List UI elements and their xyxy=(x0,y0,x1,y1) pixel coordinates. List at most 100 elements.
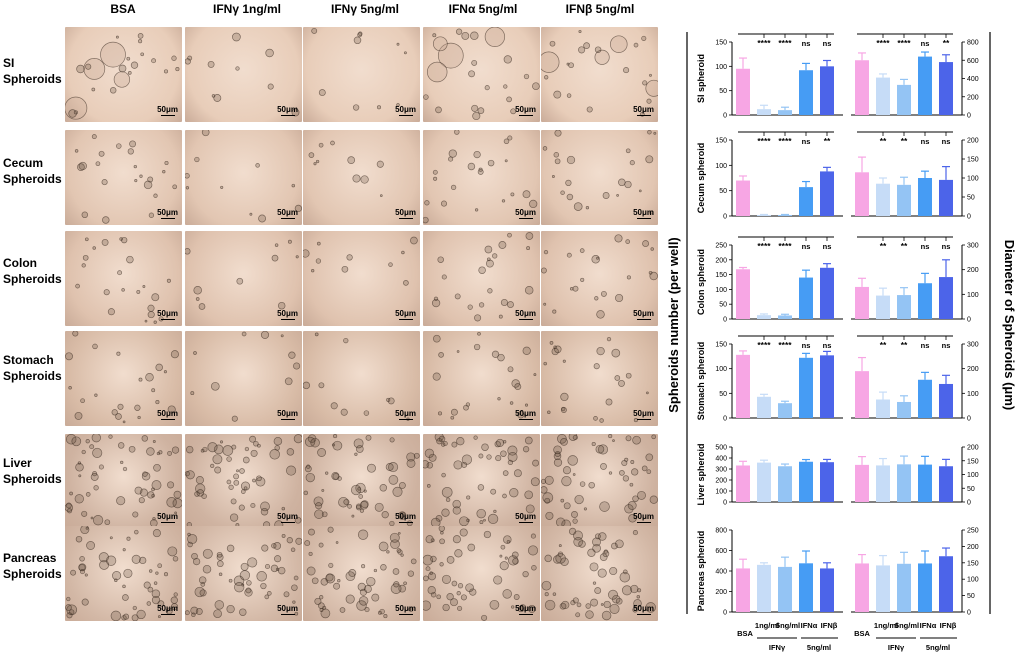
column-header-ifng-1: IFNγ 1ng/ml xyxy=(212,2,281,16)
y-label-number-1: Cecum spheroid xyxy=(696,143,706,214)
scale-bar: 50μm xyxy=(515,208,536,219)
scale-bar-line xyxy=(160,522,175,523)
scale-bar-line xyxy=(518,522,533,523)
sig-label-number-1-2: **** xyxy=(778,136,792,146)
sig-label-number-0-1: **** xyxy=(757,38,771,48)
bar-diameter-4-2 xyxy=(897,464,911,502)
bar-number-2-3 xyxy=(799,277,813,319)
row-header-cecum: Cecum Spheroids xyxy=(3,155,62,187)
spheroid-dots xyxy=(65,434,182,527)
micrograph-pancreas-3: 50μm xyxy=(303,526,420,621)
micrograph-colon-4: 50μm xyxy=(423,231,540,326)
spheroid-dots xyxy=(185,239,299,310)
y-tick-label-number-0-1: 50 xyxy=(719,88,727,95)
y-tick-label-number-5-1: 200 xyxy=(715,589,727,596)
y-tick-label-number-0-2: 100 xyxy=(715,64,727,71)
spheroid-dots xyxy=(543,336,649,423)
row-header-stomach-line1: Stomach xyxy=(3,353,54,367)
micrograph-si-2: 50μm xyxy=(185,27,302,122)
sig-label-diameter-0-4: ** xyxy=(943,38,950,48)
y-tick-label-number-3-0: 0 xyxy=(723,416,727,423)
bar-diameter-0-1 xyxy=(876,77,890,115)
y-tick-label-diameter-0-1: 200 xyxy=(967,94,979,101)
sig-label-diameter-3-3: ns xyxy=(921,341,930,350)
spheroid-dots xyxy=(308,140,384,197)
sig-label-diameter-1-4: ns xyxy=(942,137,951,146)
micrograph-cecum-2: 50μm xyxy=(185,130,302,225)
spheroid-dots xyxy=(541,29,658,117)
scale-bar-line xyxy=(160,614,175,615)
spheroid-dots xyxy=(74,134,178,224)
micrograph-stomach-4: 50μm xyxy=(423,331,540,426)
spheroid-dots xyxy=(65,526,179,621)
y-tick-label-number-2-5: 250 xyxy=(715,243,727,250)
xlabel-left-5ng-group: 5ng/ml xyxy=(807,643,831,652)
scale-bar: 50μm xyxy=(633,409,654,420)
bar-number-2-4 xyxy=(820,267,834,319)
row-header-cecum-line1: Cecum xyxy=(3,156,44,170)
scale-bar: 50μm xyxy=(633,512,654,523)
sig-label-number-2-4: ns xyxy=(823,242,832,251)
y-label-number-0: SI spheroid xyxy=(696,54,706,103)
y-tick-label-number-1-0: 0 xyxy=(723,214,727,221)
y-tick-label-number-3-3: 150 xyxy=(715,342,727,349)
y-tick-label-diameter-4-3: 150 xyxy=(967,458,979,465)
spheroid-dots xyxy=(311,27,407,111)
scale-bar-line xyxy=(280,218,295,219)
row-header-colon-line2: Spheroids xyxy=(3,272,62,286)
bar-diameter-1-3 xyxy=(918,178,932,216)
right-axis-title: Diameter of Spheroids (μm) xyxy=(1002,240,1017,410)
sig-label-number-0-4: ns xyxy=(823,39,832,48)
scale-bar-line xyxy=(160,218,175,219)
micrograph-stomach-2: 50μm xyxy=(185,331,302,426)
y-tick-label-diameter-5-1: 50 xyxy=(967,593,975,600)
sig-label-number-3-3: ns xyxy=(802,341,811,350)
xlabel-left-ifng-group: IFNγ xyxy=(769,643,786,652)
micrograph-pancreas-1: 50μm xyxy=(65,526,182,621)
bar-diameter-1-1 xyxy=(876,183,890,216)
y-tick-label-number-1-3: 150 xyxy=(715,138,727,145)
xlabel-left-1ng: 1ng/ml xyxy=(755,621,779,630)
bar-number-5-2 xyxy=(778,566,792,612)
spheroid-dots xyxy=(303,236,418,286)
sig-label-number-1-4: ** xyxy=(824,136,831,146)
scale-bar-line xyxy=(636,115,651,116)
spheroid-dots xyxy=(185,434,302,529)
column-header-ifna-5: IFNα 5ng/ml xyxy=(448,2,518,16)
bar-number-1-0 xyxy=(736,180,750,216)
spheroid-dots xyxy=(431,232,534,322)
bar-diameter-5-0 xyxy=(855,563,869,612)
row-header-stomach: Stomach Spheroids xyxy=(3,352,62,384)
y-tick-label-number-1-1: 50 xyxy=(719,188,727,195)
y-tick-label-diameter-0-2: 400 xyxy=(967,76,979,83)
bar-diameter-2-1 xyxy=(876,295,890,319)
y-tick-label-diameter-1-4: 200 xyxy=(967,138,979,145)
bar-diameter-5-1 xyxy=(876,565,890,612)
scale-bar: 50μm xyxy=(515,409,536,420)
scale-bar: 50μm xyxy=(277,309,298,320)
micrograph-liver-4: 50μm xyxy=(423,434,540,529)
scale-bar-line xyxy=(398,614,413,615)
bar-diameter-3-2 xyxy=(897,401,911,418)
micrograph-si-1: 50μm xyxy=(65,27,182,122)
bar-number-0-0 xyxy=(736,68,750,115)
bar-diameter-4-0 xyxy=(855,464,869,502)
bar-number-0-2 xyxy=(778,110,792,115)
y-tick-label-number-4-1: 100 xyxy=(715,489,727,496)
xlabel-right-bsa: BSA xyxy=(854,629,870,638)
sig-label-diameter-3-2: ** xyxy=(901,340,908,350)
y-tick-label-number-2-0: 0 xyxy=(723,317,727,324)
sig-label-diameter-0-3: ns xyxy=(921,39,930,48)
scale-bar-line xyxy=(636,522,651,523)
bar-number-1-4 xyxy=(820,171,834,216)
bar-diameter-4-4 xyxy=(939,466,953,502)
row-header-pancreas-line2: Spheroids xyxy=(3,567,62,581)
y-tick-label-diameter-5-3: 150 xyxy=(967,560,979,567)
scale-bar: 50μm xyxy=(157,512,178,523)
bar-number-3-4 xyxy=(820,355,834,418)
bar-number-0-3 xyxy=(799,70,813,115)
bar-diameter-0-3 xyxy=(918,56,932,115)
micrograph-pancreas-5: 50μm xyxy=(541,526,658,621)
y-tick-label-diameter-3-1: 100 xyxy=(967,391,979,398)
